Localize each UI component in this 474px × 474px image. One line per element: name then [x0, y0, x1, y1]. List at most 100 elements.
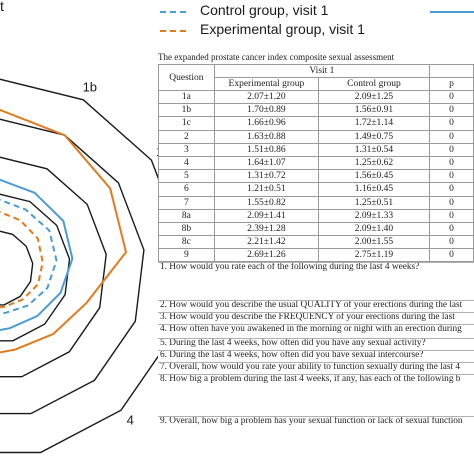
cell-question: 8a — [158, 208, 215, 223]
cell-experimental: 1.21±0.51 — [213, 182, 319, 197]
radar-grid-ring — [0, 230, 34, 306]
radar-series-line — [0, 108, 128, 354]
epic-table-panel: The expanded prostate cancer index compo… — [158, 50, 474, 474]
cell-experimental: 2.09±1.41 — [213, 208, 319, 223]
note-divider — [158, 312, 474, 313]
cell-control: 1.31±0.54 — [317, 142, 430, 157]
table-row: 7 1.55±0.82 1.25±0.51 0 — [158, 195, 474, 210]
note-line: 7. Overall, how would you rate your abil… — [160, 362, 461, 372]
note-line: 1. How would you rate each of the follow… — [160, 262, 420, 272]
table-row: 6 1.21±0.51 1.16±0.45 0 — [158, 182, 474, 197]
cell-experimental: 2.69±1.26 — [213, 248, 319, 263]
cell-control: 2.00±1.55 — [317, 235, 430, 250]
note-line: 4. How often have you awakened in the mo… — [160, 324, 462, 334]
radar-grid — [0, 78, 158, 454]
cell-experimental: 2.39±1.28 — [213, 221, 319, 237]
cell-question: 4 — [158, 155, 215, 171]
table-subheader-row: Experimental group Control group p — [159, 77, 474, 91]
cell-p: 0 — [428, 116, 474, 131]
table-row: 1c 1.66±0.96 1.72±1.14 0 — [158, 116, 474, 131]
cell-experimental: 1.63±0.88 — [213, 129, 319, 144]
radar-grid-ring — [0, 118, 145, 415]
note-divider — [158, 416, 474, 417]
cell-experimental: 1.51±0.86 — [213, 142, 319, 157]
table-row: 9 2.69±1.26 2.75±1.19 0 — [158, 248, 474, 263]
cell-control: 1.25±0.51 — [317, 195, 430, 210]
cell-p: 0 — [428, 169, 474, 184]
cell-experimental: 1.55±0.82 — [213, 195, 319, 210]
cell-control: 2.09±1.33 — [317, 208, 430, 223]
radar-axis-label: 1c — [156, 144, 158, 159]
cell-experimental: 1.64±1.07 — [213, 155, 319, 171]
cell-experimental: 1.70±0.89 — [213, 103, 319, 118]
radar-series-line — [0, 178, 74, 332]
cell-question: 7 — [158, 195, 215, 210]
cell-question: 1b — [158, 103, 215, 118]
cell-experimental: 2.21±1.42 — [213, 235, 319, 250]
note-line: 8. How big a problem during the last 4 w… — [160, 374, 461, 384]
cell-p: 0 — [428, 155, 474, 171]
cell-control: 2.09±1.40 — [317, 221, 430, 237]
table-row: 8c 2.21±1.42 2.00±1.55 0 — [158, 235, 474, 250]
header-p: p — [428, 77, 474, 91]
cell-question: 8c — [158, 235, 215, 250]
cell-control: 1.16±0.45 — [317, 182, 430, 197]
cell-p: 0 — [428, 195, 474, 210]
radar-axis-label: 1b — [83, 79, 97, 94]
cell-control: 1.56±0.91 — [317, 103, 430, 118]
cell-p: 0 — [428, 235, 474, 250]
note-divider — [158, 350, 474, 351]
table-row: 8b 2.39±1.28 2.09±1.40 0 — [158, 221, 474, 237]
note-line: 9. Overall, how big a problem has your s… — [160, 416, 463, 426]
chart-legend: t Control group, visit 1 Experimental gr… — [0, 0, 474, 48]
radar-grid-ring — [0, 78, 158, 454]
table-row: 1a 2.07±1.20 2.09±1.25 0 — [158, 89, 474, 105]
cell-p: 0 — [428, 89, 474, 105]
note-line: 6. During the last 4 weeks, how often di… — [160, 350, 424, 360]
cell-p: 0 — [428, 103, 474, 118]
cell-control: 2.09±1.25 — [317, 89, 430, 105]
cell-question: 3 — [158, 142, 215, 157]
table-row: 5 1.31±0.72 1.56±0.45 0 — [158, 169, 474, 184]
epic-table: Question Visit 1 Experimental group Cont… — [158, 64, 474, 263]
cell-control: 1.25±0.62 — [317, 155, 430, 171]
header-question: Question — [158, 64, 215, 91]
radar-series — [0, 108, 128, 354]
cell-question: 6 — [158, 182, 215, 197]
legend-label-experimental: Experimental group, visit 1 — [200, 21, 365, 37]
cell-control: 2.75±1.19 — [317, 248, 430, 263]
note-divider — [158, 338, 474, 339]
header-control: Control group — [317, 77, 430, 91]
radar-grid-ring — [0, 193, 71, 342]
table-row: 1b 1.70±0.89 1.56±0.91 0 — [158, 103, 474, 118]
legend-swatch-solid-blue — [430, 11, 474, 13]
cell-control: 1.56±0.45 — [317, 169, 430, 184]
cell-question: 2 — [158, 129, 215, 144]
table-row: 4 1.64±1.07 1.25±0.62 0 — [158, 155, 474, 171]
cell-control: 1.49±0.75 — [317, 129, 430, 144]
radar-axis-label: 4 — [127, 413, 134, 428]
table-row: 2 1.63±0.88 1.49±0.75 0 — [158, 129, 474, 144]
note-divider — [158, 262, 474, 263]
table-row: 3 1.51±0.86 1.31±0.54 0 — [158, 142, 474, 157]
header-experimental: Experimental group — [213, 77, 319, 91]
cell-question: 8b — [158, 221, 215, 237]
note-line: 3. How would you describe the FREQUENCY … — [160, 312, 455, 322]
cell-control: 1.72±1.14 — [317, 116, 430, 131]
cell-p: 0 — [428, 142, 474, 157]
note-divider — [158, 300, 474, 301]
cell-question: 5 — [158, 169, 215, 184]
legend-swatch-experimental — [160, 30, 186, 32]
cell-question: 1c — [158, 116, 215, 131]
table-row: 8a 2.09±1.41 2.09±1.33 0 — [158, 208, 474, 223]
cell-p: 0 — [428, 208, 474, 223]
note-divider — [158, 324, 474, 325]
legend-swatch-control — [160, 11, 186, 13]
note-divider — [158, 362, 474, 363]
header-visit: Visit 1 — [213, 64, 430, 78]
legend-label-partial: t — [0, 0, 4, 14]
table-header-row: Question Visit 1 — [158, 64, 474, 91]
cell-p: 0 — [428, 182, 474, 197]
cell-experimental: 2.07±1.20 — [213, 89, 319, 105]
radar-chart: 1b1c234 — [0, 78, 158, 454]
